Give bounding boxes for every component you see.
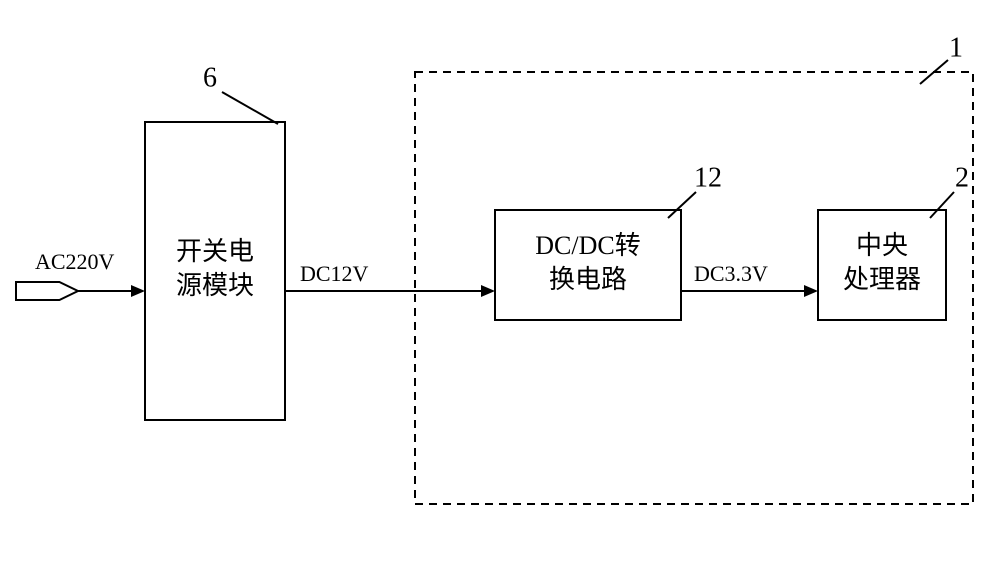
input-voltage-label: AC220V [35,249,115,274]
cpu-block-ref-leader [930,192,954,218]
dcdc-block-label-line-1: 换电路 [549,265,627,294]
cpu-block-label-line-0: 中央 [856,231,908,260]
dcdc-block-label-line-0: DC/DC转 [535,231,640,260]
dcdc-block-ref-label: 12 [694,162,722,193]
ref-label-1: 1 [949,32,963,63]
psu-block-label-line-0: 开关电 [176,237,254,266]
edge-label-dc33v: DC3.3V [694,261,768,286]
cpu-block-label-line-1: 处理器 [843,265,921,294]
psu-block-ref-label: 6 [203,62,217,93]
psu-block-label-line-1: 源模块 [176,271,254,300]
input-port-icon [16,282,78,300]
edge-label-dc12v: DC12V [300,261,369,286]
cpu-block-ref-label: 2 [955,162,969,193]
psu-block-ref-leader [222,92,278,124]
